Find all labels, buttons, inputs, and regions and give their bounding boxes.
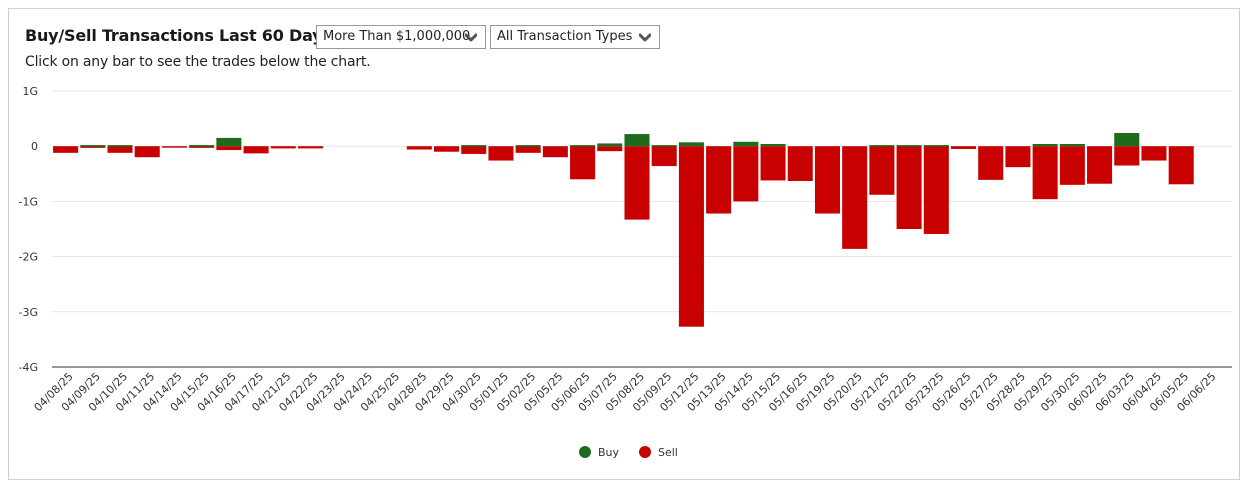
sell-bar-04/22/25[interactable] <box>297 146 324 149</box>
chart-instructions: Click on any bar to see the trades below… <box>25 54 371 70</box>
sell-bar-06/05/25[interactable] <box>1168 146 1194 185</box>
y-tick-label: 1G <box>22 85 38 98</box>
legend-marker-buy[interactable] <box>579 446 591 458</box>
buy-bar-04/09/25[interactable] <box>80 145 106 147</box>
sell-bar-06/04/25[interactable] <box>1141 146 1167 161</box>
buy-bar-05/07/25[interactable] <box>597 143 623 147</box>
amount-filter-dropdown[interactable]: More Than $1,000,000 <box>316 25 486 49</box>
buy-bar-04/15/25[interactable] <box>189 145 215 147</box>
sell-bar-04/30/25[interactable] <box>461 146 487 154</box>
sell-bar-05/06/25[interactable] <box>570 146 596 180</box>
amount-filter-value: More Than $1,000,000 <box>323 29 471 44</box>
y-tick-label: -1G <box>19 195 39 208</box>
chart-panel: Buy/Sell Transactions Last 60 Days Click… <box>8 8 1240 480</box>
legend-label-sell[interactable]: Sell <box>658 446 678 459</box>
sell-bar-05/08/25[interactable] <box>624 146 650 220</box>
buy-bar-04/16/25[interactable] <box>216 137 242 147</box>
sell-bar-05/16/25[interactable] <box>787 146 813 181</box>
buy-bar-04/30/25[interactable] <box>461 145 487 147</box>
sell-bar-05/14/25[interactable] <box>733 146 759 202</box>
sell-bar-05/19/25[interactable] <box>814 146 840 214</box>
sell-bar-05/05/25[interactable] <box>542 146 568 158</box>
sell-bar-04/29/25[interactable] <box>434 146 460 152</box>
sell-bar-04/16/25[interactable] <box>216 146 242 151</box>
sell-bar-04/08/25[interactable] <box>53 146 79 153</box>
buy-bar-05/09/25[interactable] <box>651 145 677 147</box>
sell-bar-04/17/25[interactable] <box>243 146 269 154</box>
buy-bar-04/10/25[interactable] <box>107 145 133 147</box>
buy-bar-05/14/25[interactable] <box>733 141 759 147</box>
chevron-down-icon <box>465 33 477 42</box>
sell-bar-04/21/25[interactable] <box>270 146 296 149</box>
buy-bar-05/23/25[interactable] <box>923 145 949 147</box>
sell-bar-05/12/25[interactable] <box>678 146 704 327</box>
sell-bar-04/09/25[interactable] <box>80 146 106 148</box>
sell-bar-05/23/25[interactable] <box>923 146 949 234</box>
buy-bar-05/29/25[interactable] <box>1032 143 1058 147</box>
buy-bar-05/21/25[interactable] <box>869 145 895 147</box>
sell-bar-05/01/25[interactable] <box>488 146 514 161</box>
page-title: Buy/Sell Transactions Last 60 Days <box>25 26 332 45</box>
sell-bar-05/26/25[interactable] <box>950 146 977 149</box>
buy-bar-06/03/25[interactable] <box>1114 132 1140 147</box>
sell-bar-06/03/25[interactable] <box>1114 146 1140 166</box>
buy-bar-05/15/25[interactable] <box>760 143 786 147</box>
sell-bar-05/13/25[interactable] <box>706 146 732 214</box>
sell-bar-04/11/25[interactable] <box>134 146 160 158</box>
sell-bar-05/27/25[interactable] <box>978 146 1004 180</box>
sell-bar-05/20/25[interactable] <box>842 146 868 249</box>
sell-bar-05/09/25[interactable] <box>651 146 677 167</box>
sell-bar-05/07/25[interactable] <box>597 146 623 152</box>
buy-bar-05/06/25[interactable] <box>570 145 596 147</box>
sell-bar-04/14/25[interactable] <box>161 146 187 148</box>
sell-bar-05/15/25[interactable] <box>760 146 786 181</box>
sell-bar-05/30/25[interactable] <box>1059 146 1085 185</box>
sell-bar-05/28/25[interactable] <box>1005 146 1031 168</box>
sell-bar-05/21/25[interactable] <box>869 146 895 195</box>
y-tick-label: -2G <box>19 251 39 264</box>
legend-label-buy[interactable]: Buy <box>598 446 620 459</box>
transaction-type-dropdown[interactable]: All Transaction Types <box>490 25 660 49</box>
buy-bar-05/22/25[interactable] <box>896 145 922 147</box>
y-tick-label: -3G <box>19 306 39 319</box>
sell-bar-04/28/25[interactable] <box>406 146 432 150</box>
buy-bar-05/12/25[interactable] <box>678 142 704 147</box>
y-tick-label: -4G <box>19 361 39 374</box>
sell-bar-04/15/25[interactable] <box>189 146 215 148</box>
sell-bar-05/02/25[interactable] <box>515 146 541 153</box>
sell-bar-04/10/25[interactable] <box>107 146 133 153</box>
sell-bar-06/02/25[interactable] <box>1087 146 1113 184</box>
legend-marker-sell[interactable] <box>639 446 651 458</box>
chevron-down-icon <box>639 33 651 42</box>
y-tick-label: 0 <box>31 140 38 153</box>
buy-bar-05/30/25[interactable] <box>1059 143 1085 147</box>
transaction-type-value: All Transaction Types <box>497 29 633 44</box>
buy-bar-05/02/25[interactable] <box>515 145 541 147</box>
buy-bar-05/08/25[interactable] <box>624 134 650 147</box>
sell-bar-05/29/25[interactable] <box>1032 146 1058 200</box>
sell-bar-05/22/25[interactable] <box>896 146 922 229</box>
